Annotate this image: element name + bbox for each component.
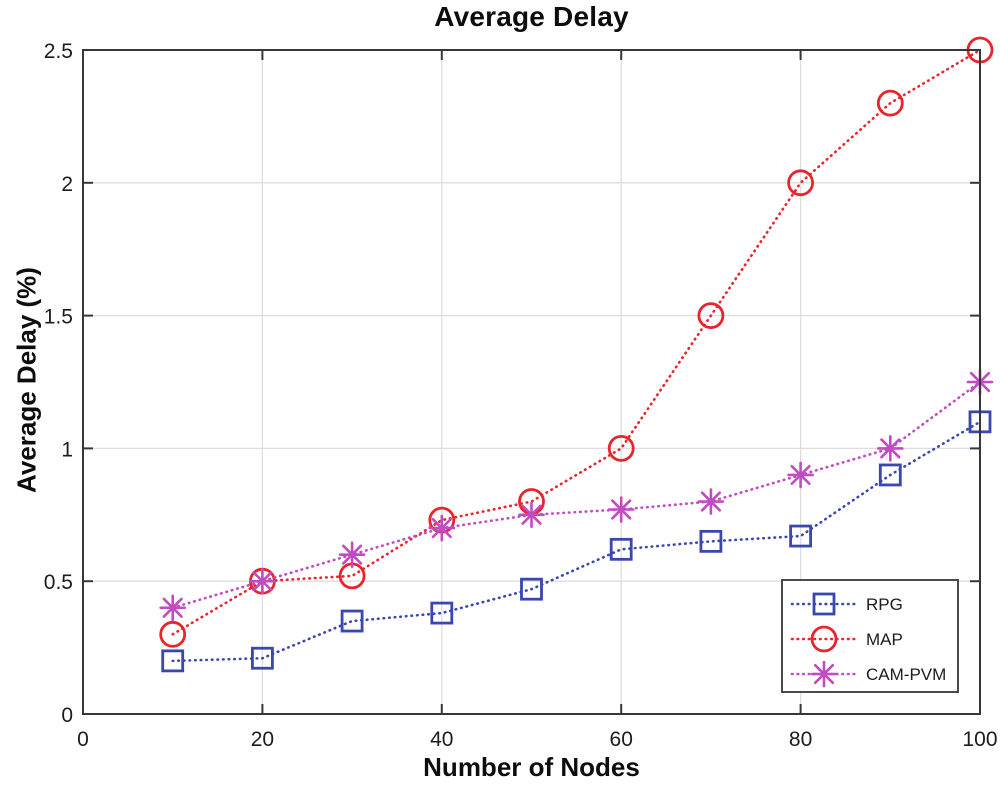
x-tick-label: 20	[251, 728, 274, 751]
asterisk-spoke	[700, 491, 722, 512]
x-tick-label: 80	[789, 728, 812, 751]
marker-cam-pvm	[697, 488, 725, 515]
legend-marker-rpg	[812, 592, 836, 616]
marker-rpg	[161, 649, 185, 673]
series-line-cam-pvm	[171, 380, 982, 610]
asterisk-spoke	[611, 499, 632, 520]
x-tick-label: 100	[962, 728, 997, 751]
marker-cam-pvm	[159, 594, 186, 622]
marker-map	[697, 302, 725, 330]
x-axis-label: Number of Nodes	[423, 752, 640, 782]
marker-cam-pvm	[876, 435, 904, 462]
asterisk-spoke	[252, 571, 273, 592]
x-tick-label: 40	[430, 728, 453, 751]
asterisk-spoke	[813, 663, 835, 685]
marker-cam-pvm	[518, 501, 545, 529]
marker-map	[876, 89, 904, 117]
marker-cam-pvm	[787, 461, 814, 489]
plot-border	[82, 49, 981, 715]
marker-rpg	[789, 524, 812, 548]
legend-marker-map	[810, 625, 838, 653]
legend-label-cam-pvm: CAM-PVM	[866, 665, 946, 684]
marker-map	[607, 434, 635, 462]
marker-rpg	[699, 529, 723, 553]
marker-map	[159, 620, 187, 648]
asterisk-spoke	[162, 597, 183, 618]
asterisk-spoke	[880, 438, 901, 459]
y-tick-label: 2.5	[44, 40, 73, 63]
series-line-map	[171, 48, 982, 636]
asterisk-spoke	[521, 504, 542, 525]
legend-label-rpg: RPG	[866, 595, 903, 614]
marker-rpg	[609, 537, 633, 561]
asterisk-spoke	[431, 517, 452, 539]
y-tick-label: 1.5	[44, 306, 73, 329]
marker-cam-pvm	[428, 514, 456, 542]
marker-rpg	[878, 463, 902, 487]
legend-label-map: MAP	[866, 630, 903, 649]
y-tick-label: 0	[61, 704, 73, 727]
y-tick-label: 1	[61, 438, 73, 461]
series-line-rpg	[171, 420, 982, 663]
y-tick-label: 0.5	[44, 571, 73, 594]
legend-entry-cam-pvm: CAM-PVM	[790, 660, 946, 688]
marker-cam-pvm	[249, 567, 276, 595]
marker-rpg	[430, 601, 454, 625]
marker-cam-pvm	[338, 541, 366, 568]
x-tick-label: 60	[610, 728, 633, 751]
legend-entry-map: MAP	[790, 625, 903, 653]
marker-map	[787, 169, 814, 197]
marker-rpg	[250, 646, 274, 670]
legend-entry-rpg: RPG	[790, 592, 903, 616]
marker-cam-pvm	[607, 496, 635, 523]
chart-title: Average Delay	[434, 1, 629, 32]
asterisk-spoke	[790, 464, 811, 486]
legend-marker-cam-pvm	[810, 660, 838, 688]
x-tick-label: 0	[77, 728, 89, 751]
asterisk-spoke	[341, 544, 363, 565]
y-tick-label: 2	[61, 173, 73, 196]
marker-rpg	[340, 609, 364, 633]
marker-rpg	[520, 577, 543, 601]
